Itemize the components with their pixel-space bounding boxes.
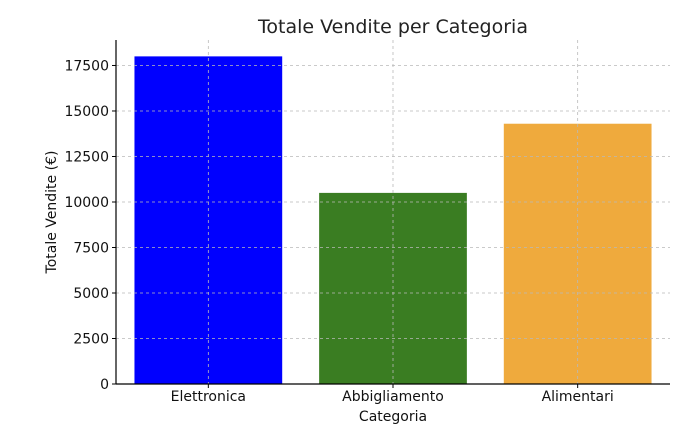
y-tick-label: 2500 — [73, 331, 109, 347]
x-tick-label: Abbigliamento — [342, 389, 444, 405]
x-axis-label: Categoria — [359, 409, 427, 425]
grid — [116, 40, 670, 385]
y-ticks: 0 2500 5000 7500 10000 12500 15000 17500 — [64, 58, 116, 393]
x-tick-label: Elettronica — [171, 389, 246, 405]
y-tick-label: 5000 — [73, 286, 109, 302]
y-tick-label: 7500 — [73, 240, 109, 256]
y-tick-label: 17500 — [64, 58, 109, 74]
y-tick-label: 10000 — [64, 195, 109, 211]
y-axis-label: Totale Vendite (€) — [44, 151, 60, 275]
x-tick-label: Alimentari — [542, 389, 614, 405]
y-tick-label: 12500 — [64, 149, 109, 165]
chart-title: Totale Vendite per Categoria — [257, 16, 528, 38]
y-tick-label: 15000 — [64, 104, 109, 120]
x-ticks: Elettronica Abbigliamento Alimentari — [171, 384, 614, 405]
y-tick-label: 0 — [100, 377, 109, 393]
